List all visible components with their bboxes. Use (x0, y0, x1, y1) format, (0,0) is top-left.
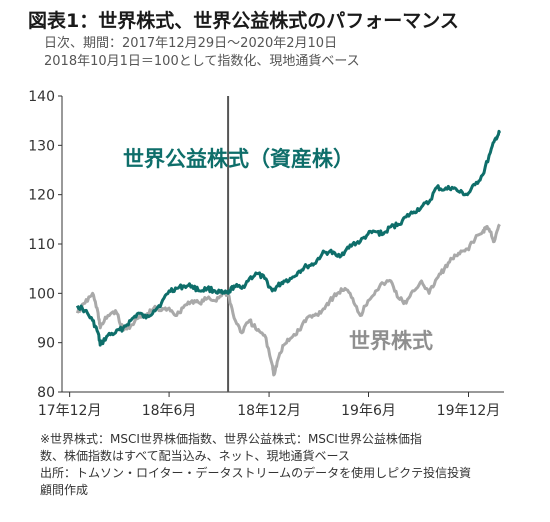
footnote-line-2: 数、株価指数はすべて配当込み、ネット、現地通貨ベース (40, 449, 350, 463)
chart-axes: 80 90 100 110 120 130 140 17年12月 18年6月 18年12月 19年6… (28, 89, 504, 419)
y-tick-label: 140 (28, 89, 55, 105)
y-tick-label: 130 (28, 138, 55, 154)
chart-subtitle-index: 2018年10月1日＝100として指数化、現地通貨ベース (44, 54, 360, 69)
y-tick-label: 120 (28, 188, 55, 204)
x-tick-label: 18年12月 (237, 403, 301, 419)
chart-title: 図表1：世界株式、世界公益株式のパフォーマンス (28, 10, 459, 32)
chart-series (75, 129, 502, 377)
series-label-utilities: 世界公益株式（資産株） (123, 147, 354, 171)
x-tick-label: 19年12月 (437, 403, 501, 419)
footnote-line-1: ※世界株式：MSCI世界株価指数、世界公益株式：MSCI世界公益株価指 (40, 432, 422, 446)
footnote-source-line-1: 出所：トムソン・ロイター・データストリームのデータを使用しピクテ投信投資 (40, 466, 472, 480)
x-tick-label: 17年12月 (38, 403, 102, 419)
series-line-world (75, 223, 501, 377)
series-line-utilities (75, 129, 502, 347)
series-label-world: 世界株式 (349, 329, 433, 353)
chart-series-labels: 世界公益株式（資産株） 世界株式 (123, 147, 433, 353)
y-tick-label: 90 (37, 336, 55, 352)
y-tick-label: 110 (28, 237, 55, 253)
x-tick-label: 18年6月 (142, 403, 197, 419)
y-tick-label: 100 (28, 286, 55, 302)
y-tick-label: 80 (37, 385, 55, 401)
footnote-source-line-2: 顧問作成 (40, 483, 89, 497)
chart-subtitle-period: 日次、期間：2017年12月29日～2020年2月10日 (44, 36, 338, 51)
x-tick-label: 19年6月 (341, 403, 396, 419)
